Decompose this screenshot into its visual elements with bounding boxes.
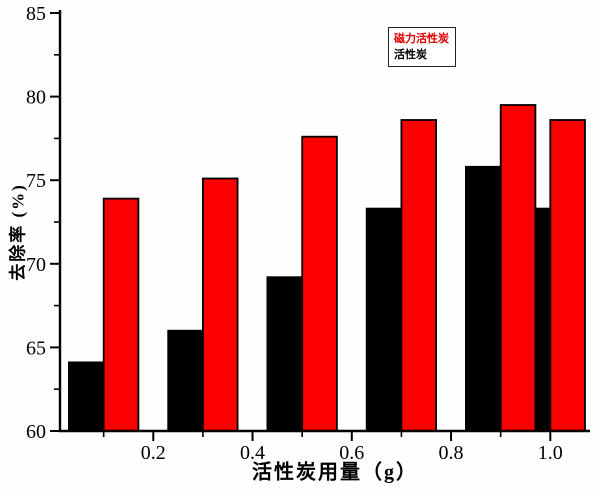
y-tick-label: 80 (26, 87, 46, 109)
y-tick-label: 85 (26, 3, 46, 25)
bar-series1-group2 (301, 135, 338, 432)
bar-series0-group3 (365, 207, 403, 432)
y-tick-label: 70 (26, 254, 46, 276)
bar-series0-group0 (68, 361, 105, 432)
x-tick-label: 0.8 (439, 442, 464, 464)
bar-series0-group1 (167, 329, 204, 432)
legend-item-magnetic-activated-carbon: 磁力活性炭 (394, 32, 449, 45)
bar-series1-group4 (499, 104, 537, 432)
bar-series1-group0 (102, 197, 140, 432)
y-axis-title: 去除率 (%) (8, 183, 28, 281)
legend: 磁力活性炭 活性炭 (388, 27, 456, 67)
bar-series1-group1 (201, 177, 239, 432)
y-tick-label: 60 (26, 421, 46, 443)
bar-series1-group3 (400, 119, 437, 432)
bar-series0-group2 (266, 276, 303, 432)
x-axis-title: 活性炭用量（g） (252, 461, 418, 484)
y-tick-label: 75 (26, 170, 46, 192)
x-tick-label: 0.6 (339, 442, 364, 464)
x-tick-label: 0.2 (141, 442, 166, 464)
x-tick-label: 0.4 (240, 442, 265, 464)
bar-series1-group5 (549, 119, 586, 432)
y-tick-label: 65 (26, 337, 46, 359)
legend-item-activated-carbon: 活性炭 (394, 48, 427, 61)
bar-series0-group4 (464, 165, 502, 432)
x-tick-label: 1.0 (538, 442, 563, 464)
